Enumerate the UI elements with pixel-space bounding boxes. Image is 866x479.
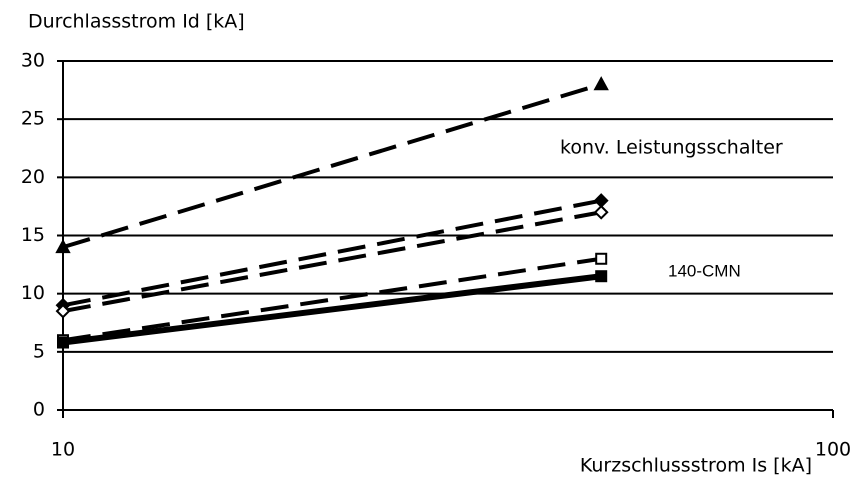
y-tick-label: 20 (21, 166, 45, 188)
x-tick-label: 100 (815, 439, 851, 461)
y-tick-label: 30 (21, 50, 45, 72)
y-tick-label: 10 (21, 282, 45, 304)
annotation: konv. Leistungsschalter (560, 137, 783, 159)
marker (593, 204, 609, 220)
annotation: 140-CMN (668, 261, 741, 280)
marker (55, 239, 71, 254)
marker (57, 336, 69, 349)
marker (593, 193, 609, 209)
y-tick-label: 15 (21, 224, 45, 246)
x-axis-label: Kurzschlussstrom Is [kA] (580, 455, 812, 477)
marker (55, 303, 71, 319)
marker (595, 252, 608, 265)
y-tick-label: 0 (33, 399, 45, 421)
chart-title: Durchlassstrom Id [kA] (28, 11, 245, 33)
series-line (62, 256, 602, 343)
series-line (62, 210, 602, 314)
x-tick-label: 10 (51, 439, 75, 461)
series-line (62, 273, 602, 346)
marker (595, 270, 608, 283)
marker (593, 76, 609, 91)
series-line (62, 198, 602, 308)
y-tick-label: 5 (33, 340, 45, 362)
y-tick-label: 25 (21, 108, 45, 130)
series-line (62, 82, 602, 250)
